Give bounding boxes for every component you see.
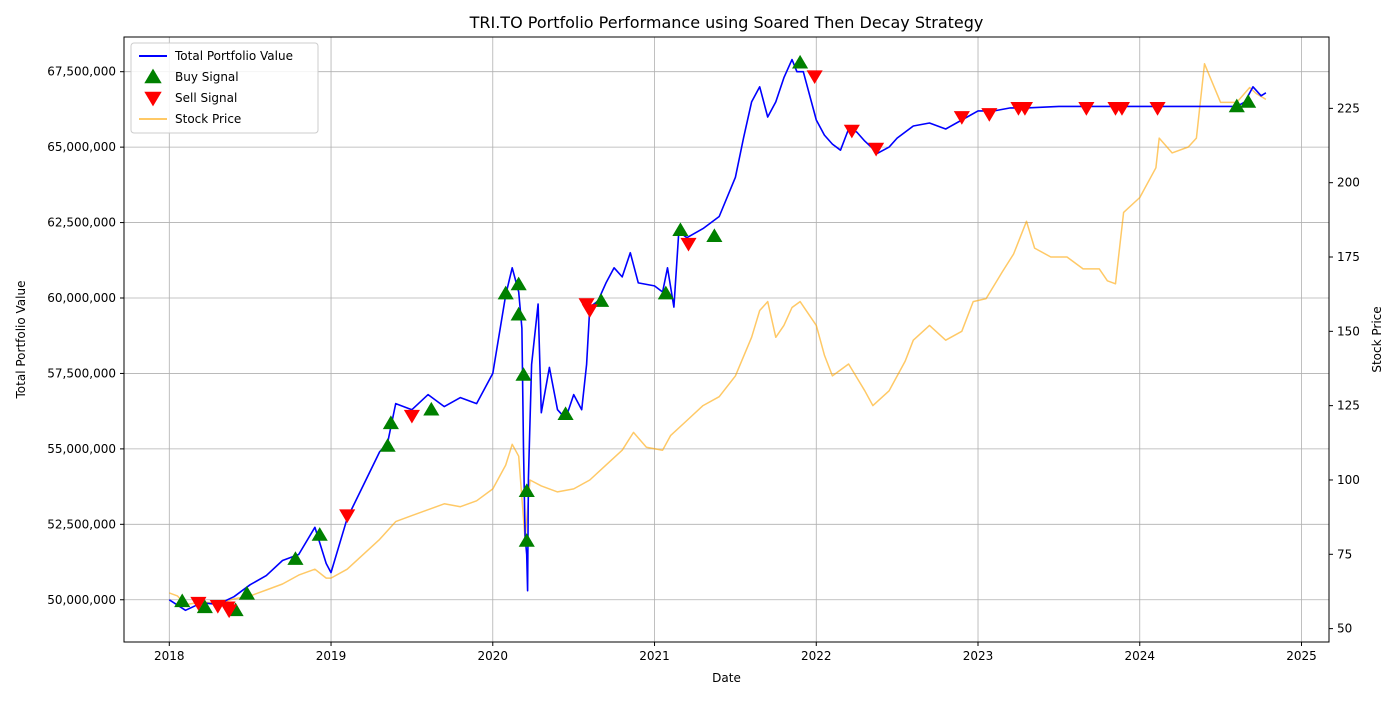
sell-signal-marker — [221, 604, 238, 619]
buy-signal-marker — [1240, 94, 1257, 108]
x-tick-label: 2018 — [154, 649, 185, 663]
y2-tick-label: 200 — [1337, 176, 1360, 190]
buy-signal-marker — [497, 285, 514, 300]
y2-tick-label: 100 — [1337, 473, 1360, 487]
sell-signal-marker — [1113, 102, 1131, 116]
grid-layer — [124, 37, 1329, 642]
buy-signal-marker — [518, 533, 535, 547]
legend-label: Buy Signal — [175, 70, 239, 84]
buy-signal-marker — [238, 585, 255, 600]
legend-box — [130, 42, 319, 134]
series-layer — [168, 58, 1267, 612]
legend-label: Sell Signal — [175, 91, 237, 105]
y2-tick-label: 175 — [1337, 250, 1360, 264]
y-tick-label: 52,500,000 — [47, 517, 116, 531]
x-axis-label: Date — [712, 671, 741, 685]
y2-tick-label: 225 — [1337, 101, 1360, 115]
sell-signal-marker — [1078, 102, 1095, 116]
sell-signal-marker — [843, 124, 860, 139]
y-tick-label: 65,000,000 — [47, 140, 116, 154]
x-tick-label: 2023 — [963, 649, 994, 663]
buy-signal-marker — [515, 367, 532, 381]
sell-signal-marker — [581, 304, 598, 318]
buy-signal-marker — [706, 228, 723, 243]
x-tick-label: 2022 — [801, 649, 832, 663]
chart-title: TRI.TO Portfolio Performance using Soare… — [469, 13, 984, 32]
y2-tick-label: 150 — [1337, 324, 1360, 338]
x-tick-label: 2019 — [316, 649, 347, 663]
legend: Total Portfolio Value Buy Signal Sell Sign… — [130, 42, 319, 134]
buy-signal-marker — [287, 551, 304, 565]
buy-signal-marker — [518, 483, 535, 497]
sell-signal-marker — [190, 596, 207, 611]
x-tick-label: 2021 — [639, 649, 670, 663]
sell-signal-marker — [806, 70, 823, 85]
sell-signal-marker — [403, 409, 420, 424]
buy-signal-marker — [792, 54, 809, 69]
buy-signal-marker — [379, 438, 396, 452]
y-tick-label: 57,500,000 — [47, 366, 116, 380]
legend-label: Total Portfolio Value — [174, 49, 293, 63]
y-tick-label: 67,500,000 — [47, 65, 116, 79]
buy-signal-marker — [657, 285, 674, 300]
y-tick-label: 50,000,000 — [47, 593, 116, 607]
sell-signal-marker — [1149, 102, 1166, 116]
y-tick-label: 60,000,000 — [47, 291, 116, 305]
sell-signal-marker — [1016, 102, 1033, 116]
y2-tick-label: 75 — [1337, 547, 1352, 561]
y2-tick-label: 50 — [1337, 622, 1352, 636]
buy-signal-marker — [510, 276, 527, 291]
axis-layer: 2018 2019 2020 2021 2022 2023 2024 2025 50,000,0… — [47, 65, 1360, 663]
plot-frame — [123, 36, 1330, 643]
buy-signal-marker — [174, 593, 191, 608]
x-tick-label: 2024 — [1124, 649, 1155, 663]
x-tick-label: 2025 — [1286, 649, 1317, 663]
buy-signal-marker — [1228, 98, 1245, 113]
y-axis-label: Total Portfolio Value — [14, 281, 28, 400]
y2-tick-label: 125 — [1337, 399, 1360, 413]
buy-signal-marker — [557, 406, 574, 421]
y-tick-label: 62,500,000 — [47, 216, 116, 230]
legend-label: Stock Price — [175, 112, 241, 126]
marker-layer — [174, 54, 1257, 619]
sell-signal-marker — [953, 111, 970, 125]
x-tick-label: 2020 — [478, 649, 509, 663]
buy-signal-marker — [423, 401, 440, 416]
sell-signal-marker — [680, 237, 697, 252]
buy-signal-marker — [382, 415, 399, 430]
buy-signal-marker — [311, 527, 328, 541]
sell-signal-marker — [339, 509, 356, 524]
buy-signal-marker — [672, 222, 689, 236]
buy-signal-marker — [593, 293, 610, 307]
legend-swatch-marker — [144, 68, 162, 84]
y-tick-label: 55,000,000 — [47, 442, 116, 456]
sell-signal-marker — [868, 142, 885, 157]
y2-axis-label: Stock Price — [1370, 306, 1384, 372]
sell-signal-marker — [981, 108, 998, 122]
legend-swatch-marker — [144, 91, 162, 107]
portfolio-value-line — [168, 58, 1267, 612]
stock-price-line — [169, 63, 1267, 606]
buy-signal-marker — [196, 599, 213, 614]
buy-signal-marker — [510, 306, 527, 321]
